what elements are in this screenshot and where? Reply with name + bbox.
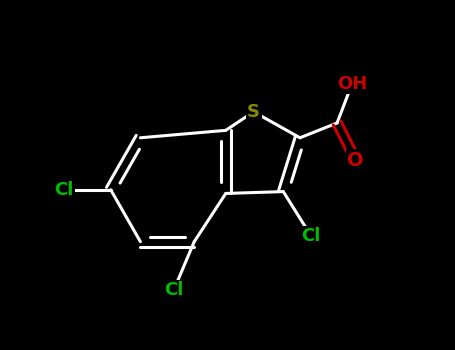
Text: OH: OH: [337, 75, 367, 93]
Text: Cl: Cl: [302, 227, 321, 245]
Text: Cl: Cl: [55, 181, 74, 199]
Text: S: S: [247, 103, 260, 121]
Text: Cl: Cl: [164, 281, 183, 299]
Text: O: O: [347, 150, 364, 169]
